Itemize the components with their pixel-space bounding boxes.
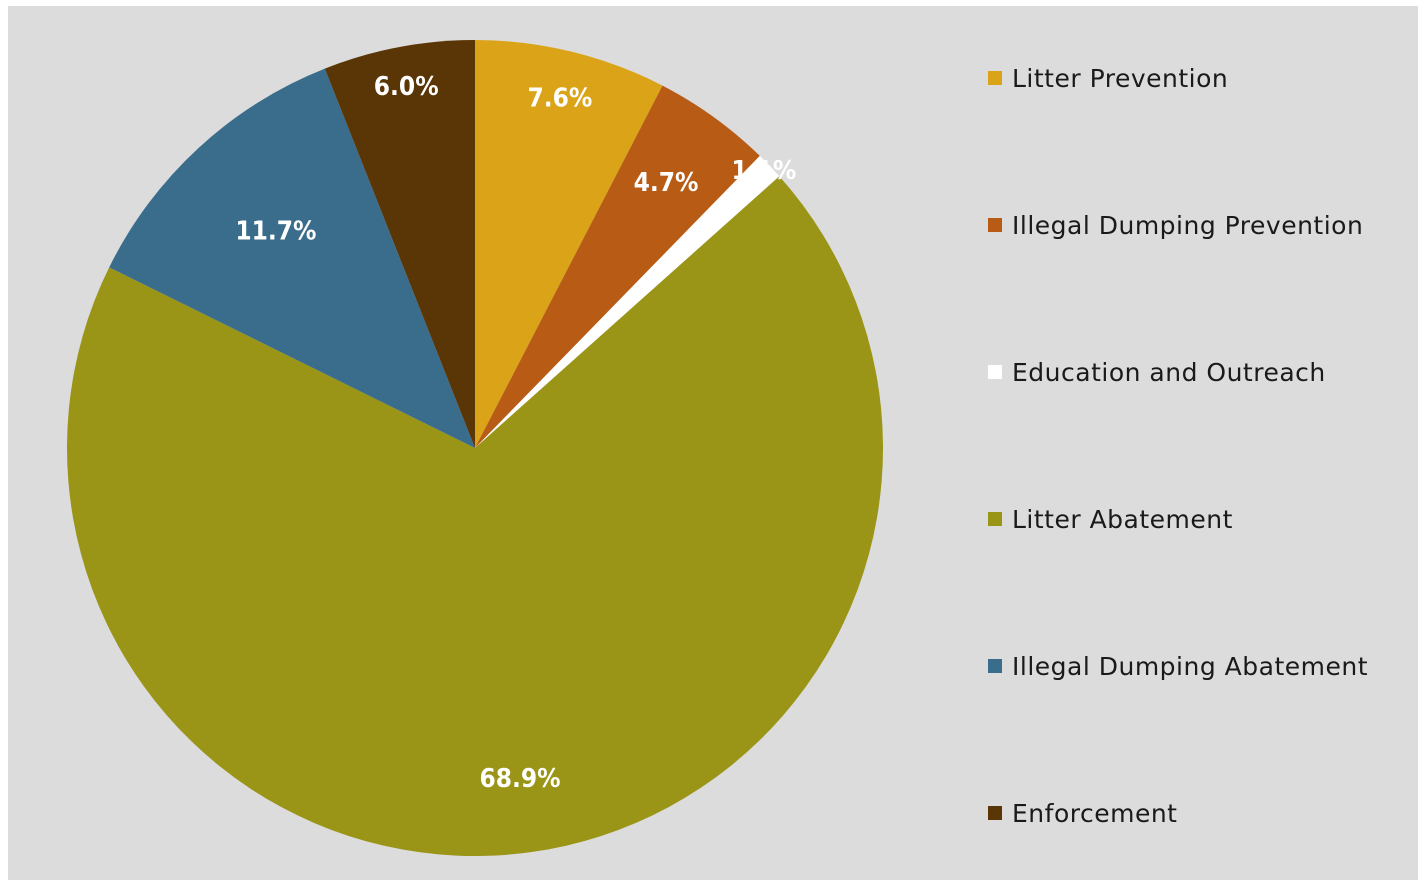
legend-label: Illegal Dumping Abatement <box>1012 651 1369 681</box>
legend-item-education-and-outreach: Education and Outreach <box>988 352 1326 392</box>
slice-label-litter-abatement: 68.9% <box>479 764 560 794</box>
legend-swatch <box>988 512 1002 526</box>
pie-slice-litter-abatement <box>66 176 884 856</box>
slice-label-illegal-dumping-abatement: 11.7% <box>235 216 316 246</box>
legend-swatch <box>988 659 1002 673</box>
legend: Litter Prevention Illegal Dumping Preven… <box>988 6 1418 880</box>
legend-swatch <box>988 71 1002 85</box>
pie-slices <box>66 40 884 856</box>
legend-swatch <box>988 806 1002 820</box>
pie-slice-illegal-dumping-prevention <box>475 85 760 449</box>
slice-labels: 7.6% 4.7% 1.1% 68.9% 11.7% 6.0% <box>235 72 796 794</box>
slice-label-enforcement: 6.0% <box>374 72 439 102</box>
legend-label: Litter Abatement <box>1012 504 1233 534</box>
chart-area: 7.6% 4.7% 1.1% 68.9% 11.7% 6.0% Litter Preven… <box>8 6 1418 880</box>
pie-slice-litter-prevention <box>475 40 663 448</box>
pie-slice-illegal-dumping-abatement <box>109 68 475 449</box>
legend-label: Litter Prevention <box>1012 63 1229 93</box>
legend-label: Illegal Dumping Prevention <box>1012 210 1364 240</box>
slice-label-education-and-outreach: 1.1% <box>731 156 796 186</box>
legend-label: Education and Outreach <box>1012 357 1326 387</box>
legend-item-enforcement: Enforcement <box>988 793 1177 833</box>
legend-item-litter-abatement: Litter Abatement <box>988 499 1233 539</box>
legend-swatch <box>988 218 1002 232</box>
slice-label-litter-prevention: 7.6% <box>527 84 592 114</box>
pie-chart: 7.6% 4.7% 1.1% 68.9% 11.7% 6.0% <box>66 40 884 856</box>
pie-slice-enforcement <box>324 40 475 448</box>
legend-item-litter-prevention: Litter Prevention <box>988 58 1228 98</box>
slice-label-illegal-dumping-prevention: 4.7% <box>634 168 699 198</box>
legend-label: Enforcement <box>1012 798 1178 828</box>
legend-item-illegal-dumping-abatement: Illegal Dumping Abatement <box>988 646 1368 686</box>
pie-slice-education-and-outreach <box>475 155 780 448</box>
legend-item-illegal-dumping-prevention: Illegal Dumping Prevention <box>988 205 1363 245</box>
legend-swatch <box>988 365 1002 379</box>
